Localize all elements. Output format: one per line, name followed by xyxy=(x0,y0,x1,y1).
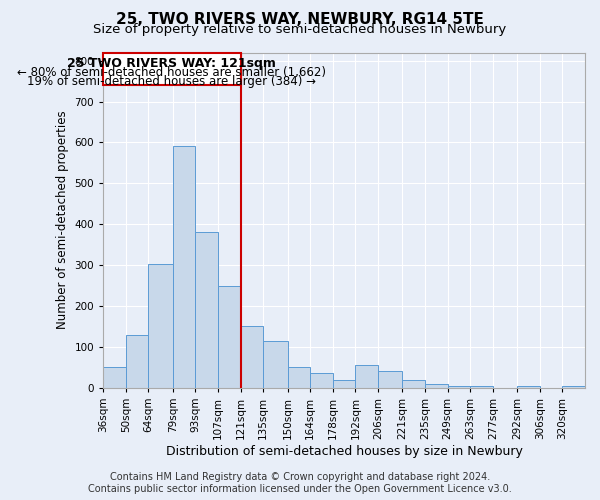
Text: 25, TWO RIVERS WAY, NEWBURY, RG14 5TE: 25, TWO RIVERS WAY, NEWBURY, RG14 5TE xyxy=(116,12,484,26)
Bar xyxy=(103,368,126,388)
Y-axis label: Number of semi-detached properties: Number of semi-detached properties xyxy=(56,111,69,330)
Bar xyxy=(333,380,355,388)
Bar xyxy=(425,384,448,388)
Text: 25 TWO RIVERS WAY: 121sqm: 25 TWO RIVERS WAY: 121sqm xyxy=(67,56,277,70)
Bar xyxy=(218,286,241,388)
Bar xyxy=(310,374,333,388)
Bar xyxy=(196,232,218,388)
X-axis label: Distribution of semi-detached houses by size in Newbury: Distribution of semi-detached houses by … xyxy=(166,444,523,458)
Text: Size of property relative to semi-detached houses in Newbury: Size of property relative to semi-detach… xyxy=(94,22,506,36)
Bar xyxy=(173,146,196,388)
Text: 19% of semi-detached houses are larger (384) →: 19% of semi-detached houses are larger (… xyxy=(28,74,316,88)
Bar xyxy=(241,326,263,388)
Bar xyxy=(448,386,470,388)
Bar xyxy=(517,386,540,388)
Bar xyxy=(126,336,148,388)
Bar xyxy=(562,386,585,388)
Bar xyxy=(355,366,378,388)
FancyBboxPatch shape xyxy=(103,54,241,85)
Text: Contains HM Land Registry data © Crown copyright and database right 2024.
Contai: Contains HM Land Registry data © Crown c… xyxy=(88,472,512,494)
Bar xyxy=(263,341,287,388)
Bar xyxy=(402,380,425,388)
Bar xyxy=(148,264,173,388)
Text: ← 80% of semi-detached houses are smaller (1,662): ← 80% of semi-detached houses are smalle… xyxy=(17,66,326,78)
Bar xyxy=(378,372,402,388)
Bar xyxy=(287,368,310,388)
Bar xyxy=(470,386,493,388)
